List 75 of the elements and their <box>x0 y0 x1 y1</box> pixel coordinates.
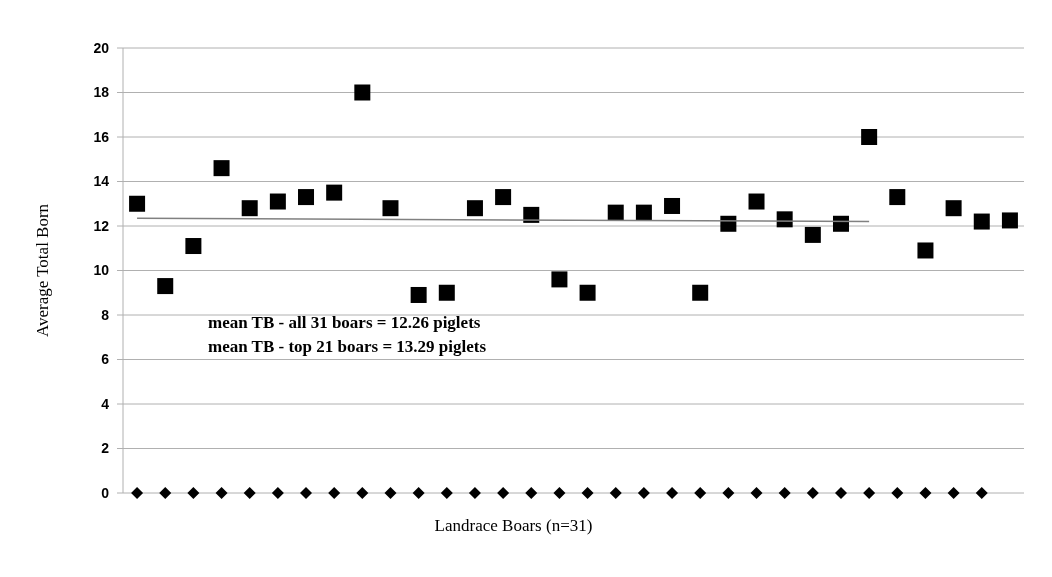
point <box>525 487 538 499</box>
point <box>269 193 286 210</box>
y-tick-label: 2 <box>101 440 110 457</box>
point <box>412 487 425 499</box>
point <box>692 284 709 301</box>
point <box>1001 212 1018 229</box>
point <box>832 215 849 232</box>
y-tick-label: 14 <box>93 173 110 190</box>
point <box>328 487 341 499</box>
point <box>607 204 624 221</box>
point <box>271 487 284 499</box>
y-tick-label: 8 <box>101 306 110 323</box>
point <box>581 487 594 499</box>
point <box>468 487 481 499</box>
point <box>919 487 932 499</box>
point <box>947 487 960 499</box>
annotation: mean TB - top 21 boars = 13.29 piglets <box>208 337 487 357</box>
point <box>354 84 371 101</box>
annotation: mean TB - all 31 boars = 12.26 piglets <box>208 313 481 333</box>
point <box>382 200 399 217</box>
point <box>241 200 258 217</box>
point <box>215 487 228 499</box>
point <box>945 200 962 217</box>
y-tick-label: 20 <box>93 39 110 56</box>
point <box>722 487 735 499</box>
point <box>213 160 230 177</box>
point <box>804 226 821 243</box>
y-tick-label: 10 <box>93 262 110 279</box>
point <box>187 487 200 499</box>
point <box>666 487 679 499</box>
point <box>326 184 343 201</box>
point <box>664 197 681 214</box>
point <box>891 487 904 499</box>
point <box>300 487 313 499</box>
point <box>495 189 512 206</box>
point <box>863 487 876 499</box>
point <box>157 278 174 295</box>
point <box>635 204 652 221</box>
point <box>185 238 202 255</box>
point <box>889 189 906 206</box>
point <box>748 193 765 210</box>
point <box>609 487 622 499</box>
point <box>694 487 707 499</box>
point <box>861 129 878 145</box>
point <box>579 284 596 301</box>
point <box>973 213 990 230</box>
point <box>497 487 510 499</box>
point <box>159 487 172 499</box>
point <box>553 487 566 499</box>
y-tick-label: 0 <box>101 484 110 501</box>
y-tick-label: 6 <box>101 351 110 368</box>
point <box>750 487 763 499</box>
point <box>356 487 369 499</box>
point <box>384 487 397 499</box>
point <box>131 487 144 499</box>
point <box>440 487 453 499</box>
point <box>637 487 650 499</box>
point <box>298 189 315 206</box>
y-axis-title: Average Total Born <box>33 203 52 338</box>
point <box>466 200 483 217</box>
point <box>975 487 988 499</box>
point <box>129 195 146 212</box>
x-axis-title: Landrace Boars (n=31) <box>434 516 593 535</box>
point <box>410 286 427 303</box>
point <box>834 487 847 499</box>
y-tick-label: 4 <box>101 395 110 412</box>
point <box>243 487 256 499</box>
point <box>438 284 455 301</box>
y-tick-label: 18 <box>93 84 110 101</box>
point <box>551 271 568 288</box>
point <box>806 487 819 499</box>
y-tick-label: 16 <box>93 128 110 145</box>
point <box>917 242 934 259</box>
y-tick-label: 12 <box>93 217 110 234</box>
point <box>778 487 791 499</box>
